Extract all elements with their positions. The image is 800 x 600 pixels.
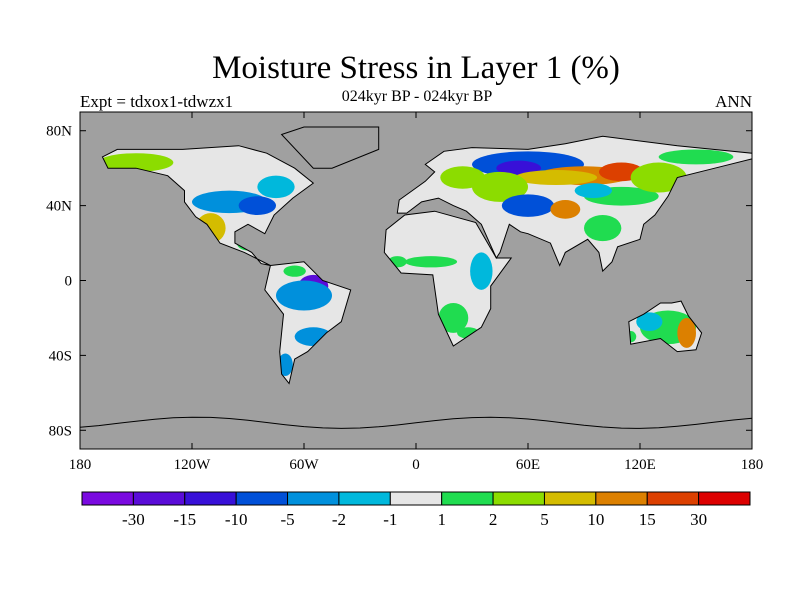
field-patch <box>636 312 663 332</box>
field-patch <box>102 153 174 172</box>
field-patch <box>574 183 613 199</box>
lon-tick-label: 0 <box>412 457 420 473</box>
lat-tick-label: 0 <box>65 274 73 290</box>
africa-coastline <box>383 210 513 347</box>
colorbar-label: -30 <box>122 510 145 529</box>
colorbar-label: -1 <box>383 510 397 529</box>
eurasia-coastline <box>396 135 753 273</box>
colorbar-label: -2 <box>332 510 346 529</box>
colorbar-box <box>698 491 751 506</box>
moisture-stress-field <box>102 149 734 376</box>
field-patch <box>471 171 529 202</box>
colorbar-label: 5 <box>540 510 549 529</box>
field-patch <box>238 196 277 215</box>
lat-tick-label: 80N <box>46 124 72 140</box>
field-patch <box>501 194 555 217</box>
field-patch <box>283 265 306 277</box>
africa-land <box>384 211 512 346</box>
north-america-coastline <box>101 145 315 266</box>
field-patch <box>514 170 598 186</box>
field-patch <box>257 175 295 199</box>
field-patch <box>550 199 581 219</box>
colorbar-box <box>646 491 700 506</box>
plot-subtitle: 024kyr BP - 024kyr BP <box>341 88 493 105</box>
antarctica-coastline <box>79 416 753 429</box>
field-patch <box>275 280 333 311</box>
colorbar: -30 -15 -10 -5 -2 -1 1 2 5 10 15 30 <box>81 491 751 529</box>
colorbar-box <box>543 491 597 506</box>
south-america-coastline <box>264 261 352 385</box>
colorbar-box <box>441 491 494 506</box>
field-patch <box>583 214 622 242</box>
season-label: ANN <box>715 92 752 111</box>
lat-tick-label: 40N <box>46 199 72 215</box>
colorbar-box <box>389 491 443 506</box>
colorbar-box <box>132 491 186 506</box>
field-patch <box>677 317 697 348</box>
colorbar-label: 10 <box>587 510 604 529</box>
colorbar-label: -15 <box>173 510 196 529</box>
colorbar-label: 15 <box>639 510 656 529</box>
lon-tick-label: 180 <box>741 457 764 473</box>
field-patch <box>470 252 493 290</box>
colorbar-box <box>287 491 340 506</box>
colorbar-label: 1 <box>437 510 446 529</box>
lat-tick-label: 40S <box>49 348 72 364</box>
field-patch <box>440 166 486 189</box>
colorbar-label: -5 <box>280 510 294 529</box>
colorbar-box <box>81 491 134 506</box>
field-patch <box>658 149 734 165</box>
lon-tick-label: 120W <box>174 457 212 473</box>
lon-tick-label: 60W <box>289 457 319 473</box>
field-patch <box>404 256 458 268</box>
greenland-coastline <box>280 126 380 169</box>
experiment-label: Expt = tdxox1-tdwzx1 <box>80 92 234 111</box>
colorbar-box <box>595 491 648 506</box>
field-patch <box>438 302 469 333</box>
lat-tick-label: 80S <box>49 423 72 439</box>
colorbar-label: 2 <box>489 510 498 529</box>
plot-title: Moisture Stress in Layer 1 (%) <box>212 50 620 86</box>
field-patch <box>630 162 687 193</box>
colorbar-box <box>184 491 237 506</box>
lon-tick-label: 60E <box>516 457 540 473</box>
colorbar-box <box>492 491 545 506</box>
colorbar-label: -10 <box>225 510 248 529</box>
colorbar-box <box>338 491 391 506</box>
colorbar-box <box>235 491 289 506</box>
lon-tick-label: 180 <box>69 457 92 473</box>
australia-coastline <box>628 300 703 353</box>
lon-tick-label: 120E <box>624 457 656 473</box>
colorbar-label: 30 <box>690 510 707 529</box>
